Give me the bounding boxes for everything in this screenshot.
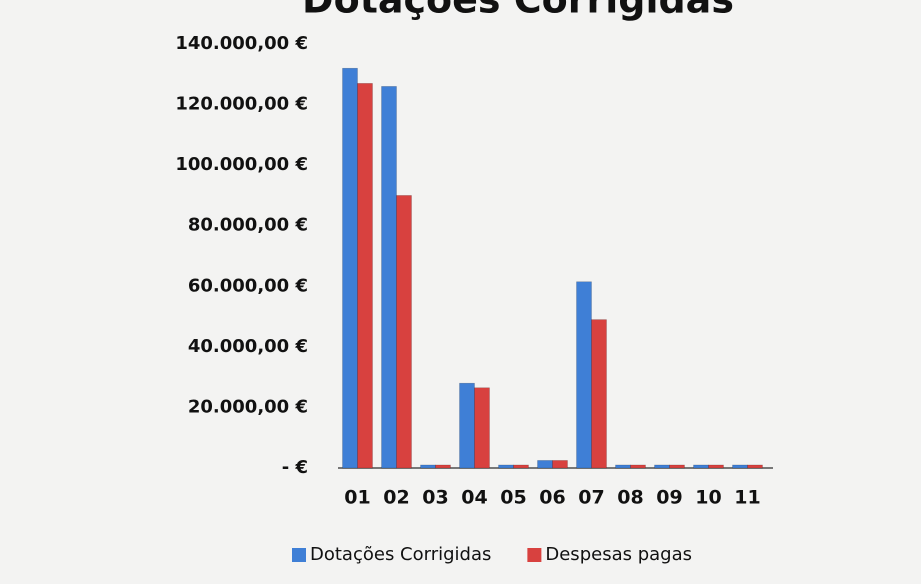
x-tick-label: 09 xyxy=(656,487,682,509)
bar xyxy=(654,464,670,469)
bar xyxy=(576,281,592,469)
y-tick-label: 120.000,00 € xyxy=(175,94,308,115)
bar xyxy=(435,464,451,469)
legend-swatch xyxy=(527,548,542,562)
y-tick-label: 60.000,00 € xyxy=(188,275,308,296)
bar xyxy=(357,83,373,469)
x-tick-label: 05 xyxy=(500,487,526,509)
x-tick-label: 02 xyxy=(383,487,409,509)
bar xyxy=(498,464,514,469)
bar xyxy=(513,464,529,469)
bar xyxy=(420,464,436,469)
y-tick-label: 40.000,00 € xyxy=(188,336,308,357)
bar xyxy=(342,67,358,469)
bar xyxy=(537,460,553,469)
bar xyxy=(708,464,724,469)
bar xyxy=(693,464,709,469)
bar xyxy=(474,387,490,469)
bar xyxy=(381,86,397,469)
x-tick-label: 01 xyxy=(344,487,370,509)
y-tick-label: - € xyxy=(282,457,308,478)
chart-title: Dotações Corrigidas xyxy=(302,0,734,22)
x-tick-label: 10 xyxy=(695,487,721,509)
x-tick-label: 11 xyxy=(734,487,760,509)
legend-swatch xyxy=(292,548,306,562)
y-tick-label: 100.000,00 € xyxy=(175,154,308,175)
bar xyxy=(669,464,685,469)
x-tick-label: 08 xyxy=(617,487,643,509)
bar xyxy=(615,464,631,469)
bar xyxy=(552,460,568,469)
x-tick-label: 04 xyxy=(461,487,487,509)
legend-label: Despesas pagas xyxy=(545,544,692,565)
legend-label: Dotações Corrigidas xyxy=(310,544,491,565)
x-tick-label: 03 xyxy=(422,487,448,509)
bar xyxy=(732,464,748,469)
bar xyxy=(396,195,412,469)
y-tick-label: 140.000,00 € xyxy=(175,33,308,54)
x-tick-label: 07 xyxy=(578,487,604,509)
y-tick-label: 80.000,00 € xyxy=(188,215,308,236)
bar xyxy=(459,382,475,469)
x-tick-label: 06 xyxy=(539,487,565,509)
bar xyxy=(630,464,646,469)
bar xyxy=(591,319,607,469)
bar xyxy=(747,464,763,469)
y-tick-label: 20.000,00 € xyxy=(188,396,308,417)
